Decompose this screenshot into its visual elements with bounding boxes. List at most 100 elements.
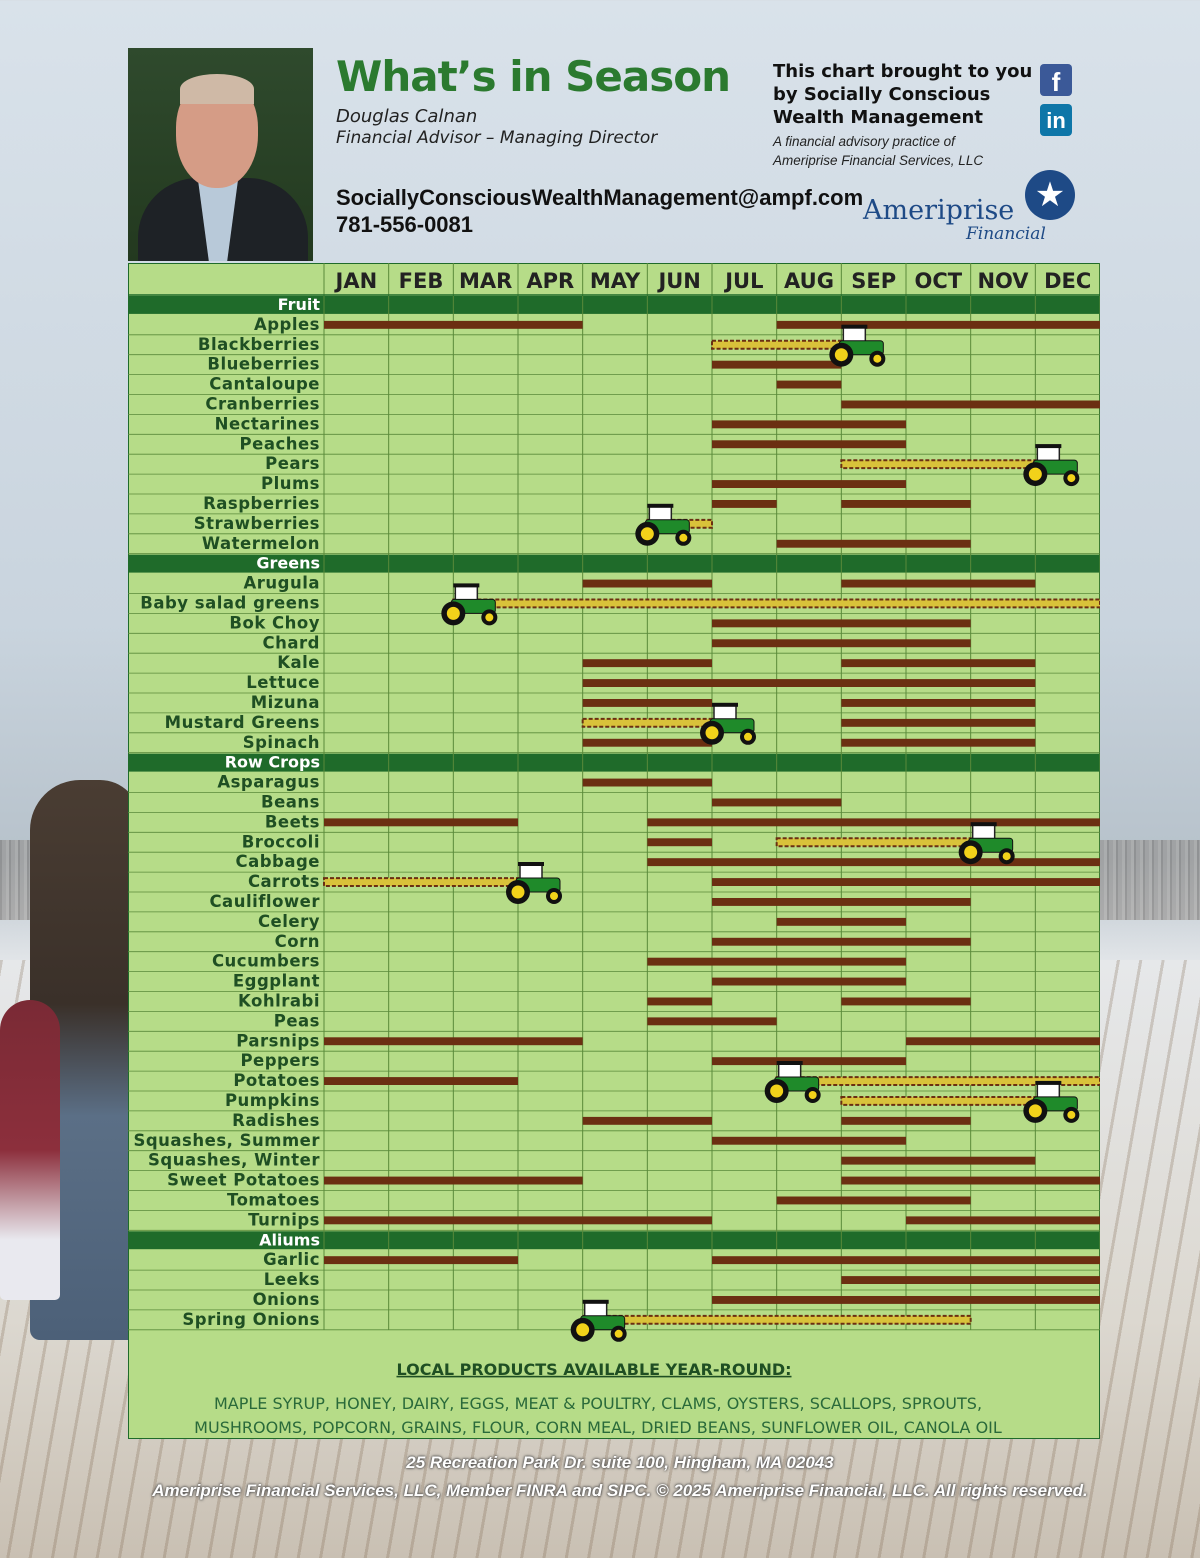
section-bar: [128, 1231, 1100, 1250]
season-bar-dotted: [775, 1076, 1100, 1086]
season-bar-solid: [647, 818, 1100, 827]
season-bar-solid: [841, 718, 1036, 727]
section-bar: [128, 296, 1100, 314]
month-header-aug: AUG: [784, 269, 834, 293]
season-bar-solid: [712, 1256, 1100, 1265]
ameriprise-logo-sub: Financial: [966, 224, 1046, 244]
item-label: Celery: [258, 912, 320, 931]
item-label: Mizuna: [251, 693, 320, 712]
item-label: Spring Onions: [182, 1310, 320, 1329]
item-label: Turnips: [248, 1210, 320, 1229]
tractor-icon: [764, 1061, 821, 1103]
season-bar-solid: [841, 1116, 971, 1125]
season-bar-solid: [776, 917, 906, 926]
item-label: Raspberries: [203, 494, 320, 513]
item-label: Cucumbers: [212, 952, 320, 971]
item-label: Parsnips: [236, 1031, 320, 1050]
item-label: Lettuce: [246, 673, 320, 692]
season-bar-solid: [647, 1017, 777, 1026]
season-bar-solid: [712, 440, 906, 449]
season-bar-solid: [841, 699, 1036, 707]
season-bar-solid: [712, 1057, 906, 1066]
season-bar-solid: [582, 579, 712, 588]
tractor-icon: [700, 702, 756, 745]
season-bar-solid: [776, 1196, 971, 1205]
email-link[interactable]: SociallyConsciousWealthManagement@ampf.c…: [336, 185, 864, 210]
season-bar-dotted: [581, 717, 713, 728]
linkedin-icon[interactable]: in: [1040, 104, 1072, 136]
item-label: Squashes, Summer: [133, 1131, 320, 1150]
item-label: Cranberries: [205, 395, 320, 414]
item-label: Asparagus: [217, 773, 320, 792]
footer-legal: Ameriprise Financial Services, LLC, Memb…: [152, 1481, 1088, 1500]
item-label: Squashes, Winter: [148, 1151, 320, 1170]
month-header-feb: FEB: [399, 269, 444, 293]
season-bar-solid: [712, 898, 971, 906]
item-label: Garlic: [263, 1250, 320, 1269]
ameriprise-logo: Ameriprise: [863, 195, 1015, 226]
year-round-line: MUSHROOMS, POPCORN, GRAINS, FLOUR, CORN …: [194, 1418, 1002, 1437]
item-label: Tomatoes: [227, 1191, 320, 1210]
season-bar-solid: [647, 957, 906, 966]
season-bar-solid: [324, 1037, 583, 1046]
item-label: Peppers: [240, 1051, 320, 1070]
season-bar-solid: [324, 1256, 518, 1265]
season-bar-solid: [841, 400, 1100, 409]
season-bar-solid: [776, 380, 842, 389]
item-label: Potatoes: [233, 1071, 320, 1090]
season-bar-solid: [776, 320, 1100, 329]
season-bar-solid: [324, 320, 583, 329]
section-label: Fruit: [278, 295, 321, 314]
item-label: Pears: [265, 454, 320, 473]
season-bar-dotted: [775, 837, 972, 848]
facebook-icon[interactable]: f: [1040, 64, 1072, 97]
section-label: Greens: [256, 554, 320, 573]
month-header-mar: MAR: [459, 269, 512, 293]
season-bar-dotted: [711, 339, 843, 350]
month-header-sep: SEP: [851, 269, 896, 293]
item-label: Peaches: [240, 434, 320, 453]
month-header-dec: DEC: [1044, 269, 1091, 293]
season-bar-solid: [841, 1176, 1100, 1185]
month-header-nov: NOV: [977, 269, 1029, 293]
season-bar-solid: [712, 977, 906, 986]
item-label: Peas: [274, 1011, 320, 1030]
item-label: Bok Choy: [229, 613, 320, 632]
year-round-title: LOCAL PRODUCTS AVAILABLE YEAR-ROUND:: [396, 1360, 791, 1379]
tractor-icon: [506, 862, 562, 904]
item-label: Blueberries: [207, 355, 320, 374]
season-bar-dotted: [840, 1096, 1037, 1106]
season-bar-solid: [582, 1116, 712, 1125]
month-header-jun: JUN: [656, 269, 700, 293]
phone-link[interactable]: 781-556-0081: [336, 212, 474, 237]
season-bar-solid: [324, 818, 518, 827]
tractor-icon: [1023, 1080, 1080, 1123]
item-label: Broccoli: [242, 832, 320, 851]
tractor-icon: [441, 583, 498, 626]
tractor-icon: [829, 324, 886, 367]
section-label: Aliums: [259, 1230, 320, 1249]
season-bar-solid: [712, 798, 842, 807]
item-label: Baby salad greens: [140, 594, 320, 613]
month-header-jan: JAN: [334, 269, 378, 293]
ameriprise-star-icon: ★: [1025, 170, 1075, 220]
season-bar-solid: [841, 1156, 1036, 1165]
season-bar-solid: [906, 1216, 1100, 1225]
item-label: Cabbage: [235, 852, 320, 871]
page-title: What’s in Season: [336, 52, 731, 101]
brought-by-text: This chart brought to you by Socially Co…: [773, 61, 1033, 128]
season-bar-solid: [582, 679, 1036, 687]
item-label: Eggplant: [233, 972, 320, 991]
section-bar: [128, 554, 1100, 573]
season-bar-dotted: [840, 459, 1037, 470]
season-bar-dotted: [581, 1314, 972, 1325]
item-label: Mustard Greens: [165, 713, 320, 732]
item-label: Spinach: [243, 733, 320, 752]
item-label: Kale: [277, 653, 320, 672]
tractor-icon: [958, 822, 1015, 865]
month-header-oct: OCT: [915, 269, 963, 293]
season-bar-solid: [841, 579, 1036, 588]
season-bar-solid: [324, 1077, 518, 1085]
advisor-photo: [128, 48, 313, 261]
footer-address: 25 Recreation Park Dr. suite 100, Hingha…: [406, 1453, 834, 1472]
